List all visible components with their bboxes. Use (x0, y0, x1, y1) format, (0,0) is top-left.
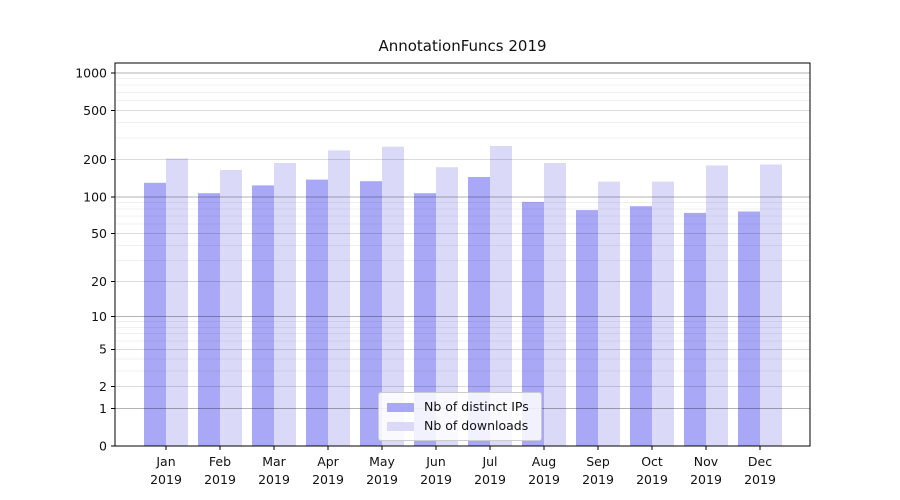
x-tick-label-month: Jun (425, 454, 446, 469)
x-tick-label-year: 2019 (258, 472, 290, 487)
bar-downloads-feb (220, 170, 242, 446)
bar-downloads-aug (544, 163, 566, 446)
x-tick-label-month: Aug (532, 454, 556, 469)
y-tick-label: 20 (91, 274, 107, 289)
bar-downloads-mar (274, 163, 296, 446)
bar-ips-jul (468, 177, 490, 446)
bar-ips-oct (630, 206, 652, 446)
bar-ips-sep (576, 210, 598, 446)
y-tick-label: 500 (83, 103, 107, 118)
y-tick-label: 0 (99, 438, 107, 453)
bar-downloads-jul (490, 146, 512, 446)
x-tick-label-month: Sep (586, 454, 610, 469)
x-tick-label-month: May (369, 454, 395, 469)
x-tick-label-month: Nov (694, 454, 719, 469)
bar-ips-apr (306, 179, 328, 446)
legend-label-downloads: Nb of downloads (424, 418, 529, 433)
bar-downloads-jun (436, 167, 458, 446)
plot-border (114, 62, 811, 447)
bar-downloads-jan (166, 158, 188, 446)
bar-ips-feb (198, 193, 220, 446)
x-tick-label-year: 2019 (528, 472, 560, 487)
x-tick-label-year: 2019 (366, 472, 398, 487)
bar-downloads-dec (760, 164, 782, 446)
chart-title: AnnotationFuncs 2019 (378, 37, 547, 55)
x-tick-label-month: Jan (155, 454, 175, 469)
x-tick-label-year: 2019 (690, 472, 722, 487)
bar-downloads-sep (598, 181, 620, 446)
x-tick-label-year: 2019 (312, 472, 344, 487)
bar-ips-may (360, 181, 382, 446)
y-tick-label: 2 (99, 379, 107, 394)
x-tick-label-month: Jul (481, 454, 497, 469)
bar-downloads-oct (652, 181, 674, 446)
x-tick-label-year: 2019 (582, 472, 614, 487)
bar-downloads-apr (328, 150, 350, 446)
x-tick-label-year: 2019 (150, 472, 182, 487)
bar-downloads-may (382, 146, 404, 446)
y-tick-label: 100 (83, 189, 107, 204)
x-tick-label-month: Mar (262, 454, 286, 469)
y-tick-label: 10 (91, 309, 107, 324)
y-tick-label: 5 (99, 342, 107, 357)
x-tick-label-year: 2019 (474, 472, 506, 487)
x-tick-label-month: Dec (748, 454, 772, 469)
bar-ips-mar (252, 185, 274, 446)
x-tick-label-month: Oct (641, 454, 663, 469)
legend-swatch-distinct-ips (387, 402, 414, 412)
x-tick-label-month: Apr (317, 454, 339, 469)
y-tick-label: 1 (99, 401, 107, 416)
y-tick-label: 50 (91, 226, 107, 241)
x-tick-label-year: 2019 (636, 472, 668, 487)
legend-item-distinct-ips: Nb of distinct IPs (387, 398, 529, 416)
x-tick-label-month: Feb (209, 454, 231, 469)
y-tick-label: 1000 (75, 65, 107, 80)
legend-label-distinct-ips: Nb of distinct IPs (424, 399, 529, 414)
bar-ips-aug (522, 201, 544, 446)
x-tick-label-year: 2019 (420, 472, 452, 487)
bar-ips-dec (738, 211, 760, 446)
y-tick-label: 200 (83, 152, 107, 167)
legend-item-downloads: Nb of downloads (387, 417, 529, 435)
legend-swatch-downloads (387, 421, 414, 431)
x-tick-label-year: 2019 (744, 472, 776, 487)
legend: Nb of distinct IPs Nb of downloads (378, 392, 542, 441)
bar-ips-jan (144, 182, 166, 447)
bar-downloads-nov (706, 165, 728, 446)
bar-ips-nov (684, 212, 706, 446)
x-tick-label-year: 2019 (204, 472, 236, 487)
bar-ips-jun (414, 193, 436, 446)
